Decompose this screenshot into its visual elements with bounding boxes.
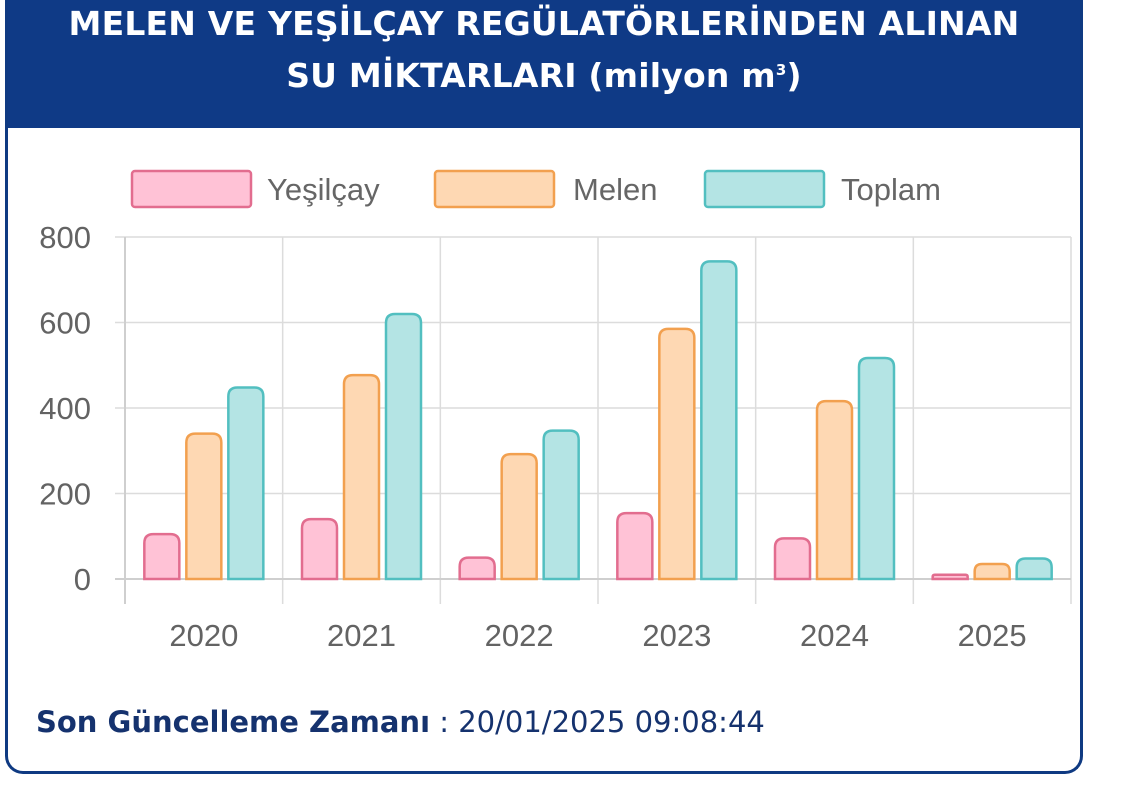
chart-card: MELEN VE YEŞİLÇAY REGÜLATÖRLERİNDEN ALIN… [5,0,1083,774]
bar-melen-2025 [973,562,1011,581]
bar-ye-il-ay-2022 [458,556,496,581]
bar-toplam-2022 [542,429,580,581]
chart-title-line2: SU MİKTARLARI (milyon m3) [8,56,1080,96]
legend-swatch-toplam [703,169,826,209]
y-tick-label: 800 [39,220,91,255]
legend-swatch-ye-il-ay [130,169,253,209]
bar-toplam-2024 [857,356,896,581]
bar-melen-2023 [658,327,696,581]
bar-melen-2022 [500,452,538,581]
last-updated-separator: : [430,705,459,739]
bar-toplam-2021 [384,312,423,581]
bar-chart: 0 200 400 600 800 2020 2021 2022 2023 2024 2025 Yeş… [39,169,1072,653]
bar-ye-il-ay-2021 [300,517,339,581]
legend-label: Toplam [841,172,941,207]
y-tick-label: 600 [39,306,91,341]
legend-label: Melen [573,172,657,207]
chart-title-line1: MELEN VE YEŞİLÇAY REGÜLATÖRLERİNDEN ALIN… [68,4,1020,43]
bar-ye-il-ay-2020 [143,532,181,581]
legend-swatch-melen [433,169,556,209]
x-tick-label: 2024 [800,618,869,653]
bar-toplam-2023 [700,260,738,581]
bar-ye-il-ay-2024 [773,537,812,581]
bar-toplam-2025 [1015,557,1053,581]
y-tick-label: 0 [74,562,91,597]
x-tick-label: 2021 [327,618,396,653]
y-tick-label: 200 [39,477,91,512]
x-tick-label: 2023 [642,618,711,653]
chart-header: MELEN VE YEŞİLÇAY REGÜLATÖRLERİNDEN ALIN… [8,0,1080,128]
x-tick-label: 2020 [169,618,238,653]
bar-melen-2021 [342,373,381,581]
chart-title-line2-text: SU MİKTARLARI (milyon m [286,56,776,95]
unit-superscript: 3 [775,61,787,79]
x-tick-label: 2025 [958,618,1027,653]
bar-melen-2024 [815,399,854,581]
last-updated: Son Güncelleme Zamanı : 20/01/2025 09:08… [36,705,765,739]
legend-label: Yeşilçay [267,172,380,207]
last-updated-label: Son Güncelleme Zamanı [36,705,431,739]
bar-ye-il-ay-2025 [931,573,969,581]
bar-toplam-2020 [227,386,265,581]
y-tick-label: 400 [39,391,91,426]
last-updated-timestamp: 20/01/2025 09:08:44 [458,705,765,739]
bar-ye-il-ay-2023 [616,511,654,581]
x-tick-label: 2022 [485,618,554,653]
bar-melen-2020 [185,432,223,581]
chart-title-line2-end: ) [786,56,802,95]
